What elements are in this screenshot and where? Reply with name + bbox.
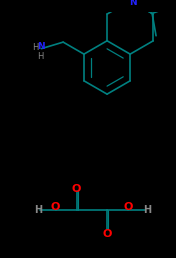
Text: H: H	[37, 52, 44, 61]
Text: O: O	[123, 201, 133, 212]
Text: H: H	[34, 205, 43, 215]
Text: N: N	[129, 0, 137, 7]
Text: H: H	[33, 43, 39, 52]
Text: H: H	[143, 205, 151, 215]
Text: O: O	[51, 201, 60, 212]
Text: O: O	[72, 184, 81, 195]
Text: O: O	[102, 229, 112, 239]
Text: N: N	[37, 42, 44, 51]
